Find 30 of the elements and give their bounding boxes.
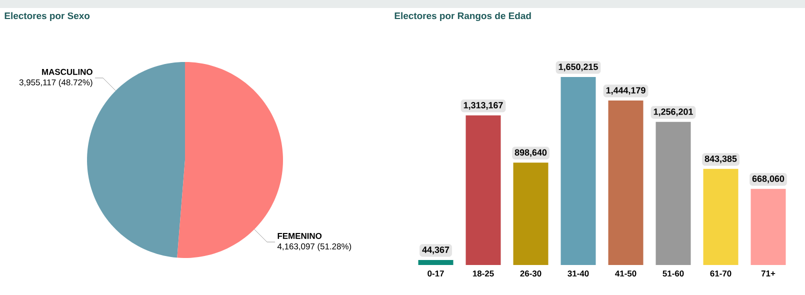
bar <box>750 188 786 265</box>
x-tick-label: 41-50 <box>615 270 636 277</box>
data-label: 843,385 <box>704 156 737 164</box>
x-tick-label: 51-60 <box>662 270 684 277</box>
data-label: 44,367 <box>422 246 450 254</box>
x-tick-label: 61-70 <box>710 270 732 277</box>
x-tick-label: 31-40 <box>568 270 589 277</box>
data-label: 1,444,179 <box>606 87 646 95</box>
data-label: 4,163,097 (51.28%) <box>277 243 352 252</box>
x-tick-label: 18-25 <box>472 270 494 277</box>
bar <box>513 162 548 265</box>
bar <box>608 100 644 265</box>
data-label: 898,640 <box>514 149 547 157</box>
data-label: 1,650,215 <box>558 64 598 72</box>
x-tick-label: 0-17 <box>428 270 444 277</box>
bar <box>656 122 691 265</box>
chart-title: Electores por Sexo <box>4 12 90 22</box>
x-tick-label: 71+ <box>761 270 776 276</box>
slice-label: FEMENINO <box>278 232 322 239</box>
data-label: 1,256,201 <box>654 108 693 116</box>
data-label: 668,060 <box>752 176 784 184</box>
bar <box>418 260 454 265</box>
data-label: 3,955,117 (48.72%) <box>19 79 92 88</box>
bar <box>703 168 738 265</box>
data-label: 1,313,167 <box>464 102 503 110</box>
chart-title: Electores por Rangos de Edad <box>394 12 531 22</box>
bar <box>466 115 501 265</box>
slice-label: MASCULINO <box>42 68 92 75</box>
bar <box>560 76 596 265</box>
x-tick-label: 26-30 <box>520 270 542 277</box>
